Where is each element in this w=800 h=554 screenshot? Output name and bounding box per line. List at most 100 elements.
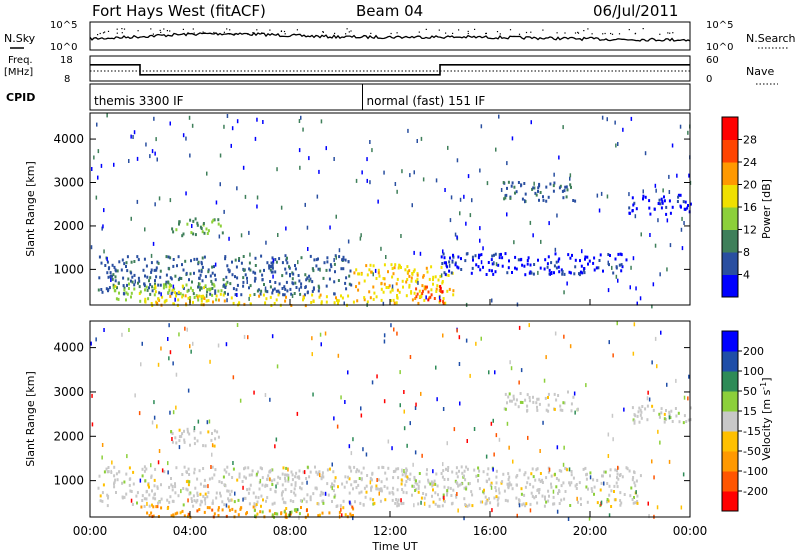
data-cell [608,493,611,497]
noise-cell [275,437,278,442]
data-cell [470,271,473,275]
data-cell [200,299,203,303]
data-cell [596,501,599,505]
data-cell [317,267,320,271]
data-cell [626,467,629,471]
data-cell [406,270,409,274]
data-cell [639,408,642,412]
noise-cell [482,246,484,251]
nsky-point [102,32,105,34]
noise-cell [182,133,185,138]
data-cell [539,480,542,483]
noise-cell [128,159,130,163]
data-cell [454,261,457,265]
data-cell [392,298,395,302]
noise-cell [448,263,451,268]
data-cell [416,482,419,486]
data-cell [529,482,532,486]
data-cell [438,497,441,501]
noise-cell [144,227,146,232]
data-cell [392,486,395,490]
data-cell [114,478,117,482]
data-cell [547,499,550,503]
x-tick-label: 16:00 [473,524,508,538]
noise-cell [333,416,335,421]
noise-cell [185,136,187,141]
data-cell [520,492,523,496]
nsky-point [284,33,286,35]
data-cell [557,394,560,397]
data-cell [201,256,204,260]
data-cell [148,279,150,283]
data-cell [574,199,577,203]
data-cell [291,277,294,281]
noise-cell [675,378,677,383]
data-cell [287,473,290,477]
data-cell [443,261,446,265]
data-cell [164,282,167,286]
noise-cell [442,407,445,411]
data-cell [281,472,284,476]
data-cell [507,266,510,270]
noise-cell [132,135,134,139]
data-cell [304,286,307,289]
data-cell [441,475,444,479]
noise-cell [205,293,208,298]
data-cell [186,289,189,293]
noise-cell [511,136,514,141]
data-cell [289,287,292,291]
colorbar-tick-label: 24 [743,156,757,169]
data-cell [387,270,389,274]
data-cell [355,480,358,484]
data-cell [494,270,497,274]
data-cell [222,293,225,297]
data-cell [416,292,419,296]
y-tick-label: 2000 [53,429,84,443]
noise-cell [324,491,327,496]
data-cell [171,499,174,503]
data-cell [291,478,294,482]
data-cell [663,199,666,203]
data-cell [550,474,553,478]
data-cell [443,500,446,504]
data-cell [322,501,325,505]
data-cell [156,260,159,264]
data-cell [683,414,686,418]
data-cell [507,484,510,488]
data-cell [578,481,581,485]
data-cell [308,279,311,283]
nsky-point [252,32,254,34]
noise-cell [556,509,559,514]
data-cell [181,473,184,476]
noise-cell [399,370,401,375]
data-cell [633,421,636,425]
noise-cell [399,403,401,408]
data-cell [177,290,180,294]
data-cell [217,435,220,439]
noise-cell [409,421,411,426]
data-cell [580,503,582,506]
data-cell [198,469,201,473]
data-cell [343,485,346,489]
colorbar-frame [721,330,739,512]
data-cell [322,491,324,495]
data-cell [554,252,557,256]
noise-cell [172,361,174,366]
data-cell [142,268,145,272]
data-cell [445,261,447,265]
data-cell [178,276,181,280]
data-cell [482,265,484,269]
data-cell [620,501,623,505]
data-cell [290,292,293,296]
noise-cell [569,344,572,349]
data-cell [634,414,637,418]
noise-cell [130,134,132,139]
noise-cell [103,328,105,332]
data-cell [508,392,511,396]
data-cell [418,472,421,475]
noise-cell [552,489,555,494]
data-cell [285,295,287,299]
noise-cell [174,297,176,302]
data-cell [504,252,507,256]
data-cell [427,290,430,294]
